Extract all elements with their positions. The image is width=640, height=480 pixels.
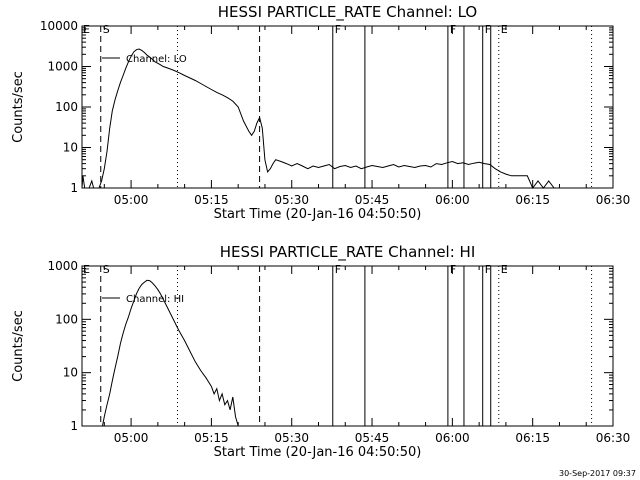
x-tick-label: 05:00 (114, 431, 149, 445)
chart-title: HESSI PARTICLE_RATE Channel: HI (220, 243, 476, 262)
event-label: F (450, 263, 456, 276)
y-tick-label: 1 (70, 419, 78, 433)
x-tick-label: 06:30 (596, 431, 631, 445)
x-axis-label: Start Time (20-Jan-16 04:50:50) (214, 207, 422, 222)
y-tick-label: 10 (63, 141, 78, 155)
panel-hi: HESSI PARTICLE_RATE Channel: HI 05:00 05:1… (11, 243, 630, 460)
series-line (102, 279, 239, 427)
x-tick-label: 05:15 (194, 431, 229, 445)
legend-label: Channel: HI (126, 294, 184, 305)
plot-frame (81, 25, 614, 189)
y-tick-label: 100 (55, 100, 78, 114)
series-line (81, 48, 563, 189)
panel-lo: HESSI PARTICLE_RATE Channel: LO 05:00 05:1… (11, 3, 630, 222)
y-tick-label: 1 (70, 181, 78, 195)
y-tick-label: 100 (55, 312, 78, 326)
event-label: S (103, 263, 110, 276)
x-tick-label: 05:00 (114, 193, 149, 207)
x-tick-label: 06:30 (596, 193, 631, 207)
plot-frame (81, 265, 614, 427)
x-tick-label: 06:00 (435, 193, 470, 207)
event-label: F (450, 23, 456, 36)
x-tick-label: 05:15 (194, 193, 229, 207)
y-axis-label: Counts/sec (11, 310, 26, 382)
x-tick-label: 05:45 (355, 193, 390, 207)
y-axis-label: Counts/sec (11, 71, 26, 143)
event-label: E (501, 23, 508, 36)
y-tick-label: 1000 (47, 60, 78, 74)
x-tick-label: 05:30 (274, 193, 309, 207)
y-tick-label: 10 (63, 366, 78, 380)
event-label: S (103, 23, 110, 36)
x-tick-label: 05:30 (274, 431, 309, 445)
event-label: F (335, 23, 341, 36)
plot-timestamp: 30-Sep-2017 09:37 (559, 469, 636, 478)
event-label: F (335, 263, 341, 276)
event-label: F (485, 23, 491, 36)
y-tick-label: 1000 (47, 259, 78, 273)
x-tick-label: 06:15 (515, 193, 550, 207)
legend-label: Channel: LO (126, 54, 187, 65)
event-label: F (485, 263, 491, 276)
corner-label: E (83, 23, 90, 36)
event-label: E (501, 263, 508, 276)
corner-label: E (83, 263, 90, 276)
x-axis-label: Start Time (20-Jan-16 04:50:50) (214, 445, 422, 460)
x-tick-label: 06:15 (515, 431, 550, 445)
x-tick-label: 06:00 (435, 431, 470, 445)
y-tick-label: 10000 (40, 19, 78, 33)
chart-title: HESSI PARTICLE_RATE Channel: LO (218, 3, 477, 22)
x-tick-label: 05:45 (355, 431, 390, 445)
